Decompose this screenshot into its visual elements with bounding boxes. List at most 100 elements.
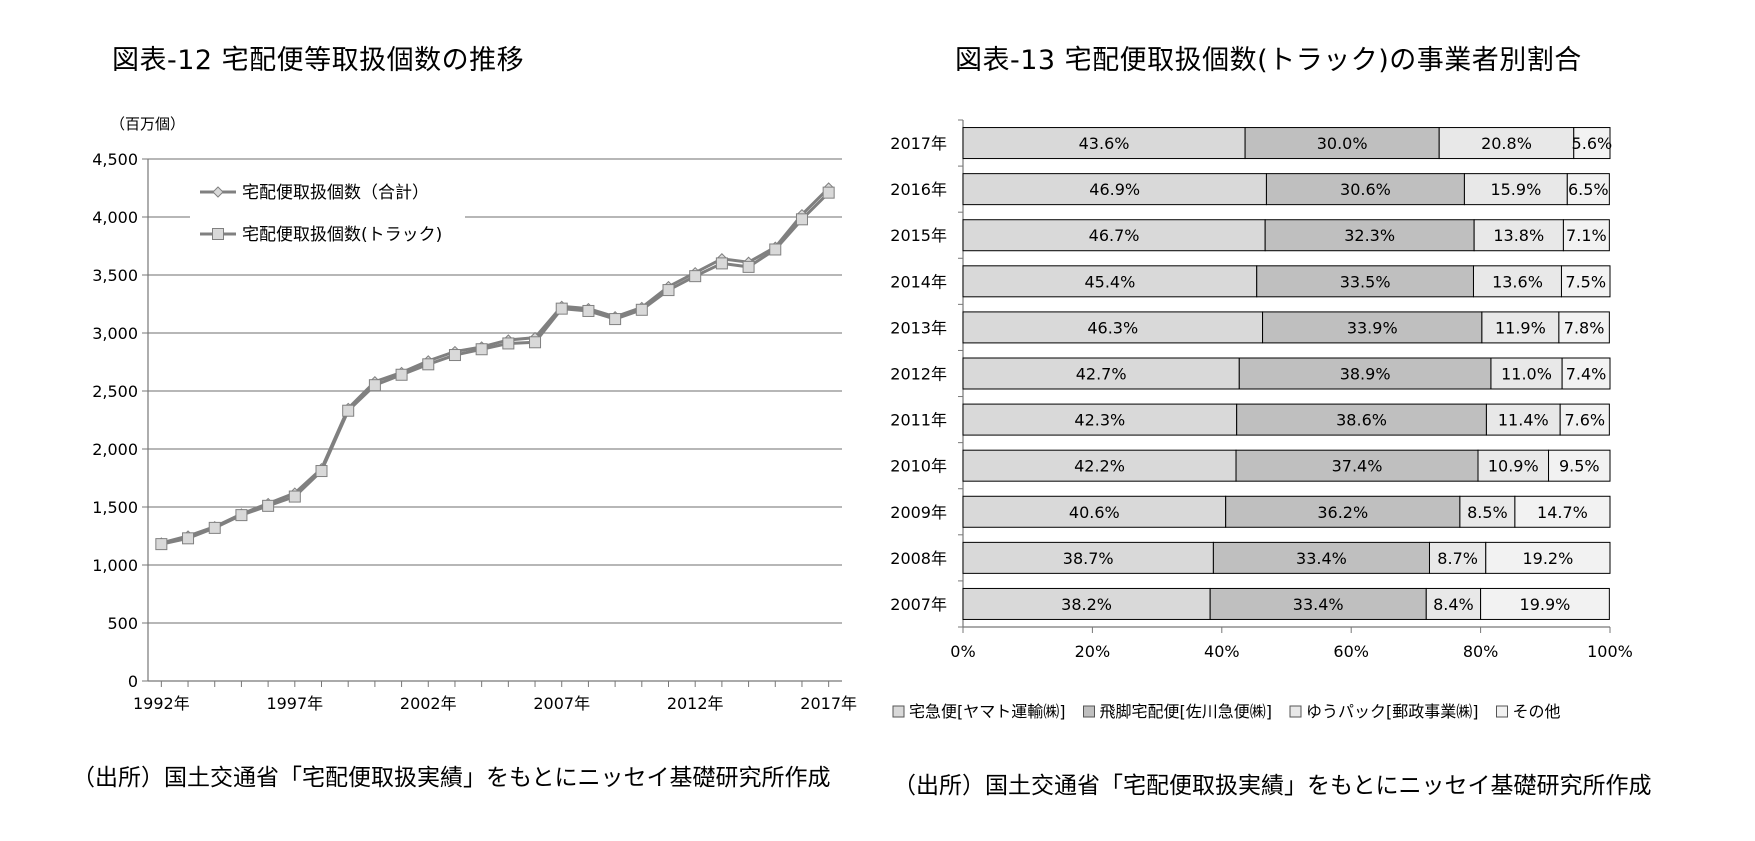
x-tick-label: 2012年 — [667, 694, 724, 713]
data-label: 33.9% — [1347, 318, 1398, 337]
x-tick-label: 20% — [1075, 642, 1111, 661]
point-truck — [395, 368, 408, 381]
data-label: 42.2% — [1074, 457, 1125, 476]
left-source-note: （出所）国土交通省「宅配便取扱実績」をもとにニッセイ基礎研究所作成 — [72, 765, 831, 791]
point-truck — [342, 404, 355, 417]
point-truck — [448, 349, 461, 362]
category-label: 2017年 — [890, 134, 947, 153]
bar-segment — [1265, 173, 1465, 206]
data-label: 32.3% — [1344, 226, 1395, 245]
point-truck — [315, 465, 328, 478]
category-label: 2010年 — [890, 457, 947, 476]
data-label: 11.4% — [1498, 411, 1549, 430]
legend-swatch — [1289, 705, 1302, 718]
data-label: 30.0% — [1317, 134, 1368, 153]
data-label: 11.0% — [1501, 365, 1552, 384]
data-label: 7.6% — [1564, 411, 1605, 430]
point-truck — [502, 337, 515, 350]
point-truck — [182, 532, 195, 545]
data-label: 40.6% — [1069, 503, 1120, 522]
y-tick-label: 1,000 — [92, 556, 138, 575]
bar-segment — [1473, 219, 1564, 252]
bar-segment — [1472, 265, 1562, 298]
data-label: 38.2% — [1061, 595, 1112, 614]
point-truck — [715, 257, 728, 270]
bar-segment — [1238, 357, 1492, 390]
y-tick-label: 3,500 — [92, 266, 138, 285]
bar-segment — [962, 403, 1238, 436]
bar-segment — [1225, 495, 1461, 528]
right-chart-title: 図表-13 宅配便取扱個数(トラック)の事業者別割合 — [955, 45, 1582, 76]
point-truck — [662, 284, 675, 297]
point-truck — [235, 509, 248, 522]
legend-label: 宅急便[ヤマト運輸㈱] — [909, 702, 1066, 721]
legend-marker-total — [212, 186, 224, 198]
category-label: 2015年 — [890, 226, 947, 245]
point-truck — [582, 304, 595, 317]
data-label: 5.6% — [1572, 134, 1613, 153]
x-tick-label: 100% — [1587, 642, 1633, 661]
bar-segment — [1209, 587, 1427, 620]
legend-swatch — [1083, 705, 1095, 718]
bar-segment — [1438, 127, 1575, 160]
left-chart-title: 図表-12 宅配便等取扱個数の推移 — [112, 45, 525, 76]
x-tick-label: 2017年 — [800, 694, 857, 713]
bar-segment — [962, 449, 1237, 482]
bar-segment — [1561, 357, 1611, 390]
bar-segment — [962, 127, 1246, 160]
category-label: 2009年 — [890, 503, 947, 522]
y-tick-label: 2,000 — [92, 440, 138, 459]
point-truck — [555, 302, 568, 315]
bar-segment — [962, 311, 1264, 344]
category-label: 2016年 — [890, 180, 947, 199]
legend-label-total: 宅配便取扱個数（合計） — [242, 183, 429, 203]
bar-segment — [962, 357, 1240, 390]
data-label: 7.1% — [1566, 226, 1607, 245]
data-label: 46.7% — [1089, 226, 1140, 245]
point-truck — [475, 343, 488, 356]
y-unit-label: （百万個） — [110, 115, 185, 133]
bar-segment — [1481, 311, 1560, 344]
bar-segment — [1262, 311, 1483, 344]
bar-segment — [1485, 541, 1611, 574]
line-chart: （百万個） 0 500 1,000 1,500 2,000 2,500 3,000 3,500 4… — [92, 115, 857, 713]
point-truck — [769, 243, 782, 256]
category-label: 2014年 — [890, 272, 947, 291]
bar-segment — [1236, 403, 1487, 436]
legend-label-truck: 宅配便取扱個数(トラック) — [242, 225, 442, 245]
bar-segment — [1559, 403, 1610, 436]
data-label: 38.7% — [1063, 549, 1114, 568]
data-label: 7.4% — [1566, 365, 1607, 384]
data-label: 13.6% — [1492, 272, 1543, 291]
bar-segment — [1558, 311, 1610, 344]
y-tick-label: 0 — [128, 672, 138, 691]
x-tick-label: 40% — [1204, 642, 1240, 661]
data-label: 30.6% — [1340, 180, 1391, 199]
bar-segment — [962, 173, 1267, 206]
point-truck — [822, 186, 835, 199]
data-label: 42.3% — [1074, 411, 1125, 430]
data-label: 8.4% — [1433, 595, 1474, 614]
y-tick-label: 1,500 — [92, 498, 138, 517]
data-label: 38.6% — [1336, 411, 1387, 430]
data-label: 9.5% — [1559, 457, 1600, 476]
category-label: 2011年 — [890, 411, 947, 430]
data-label: 6.5% — [1568, 180, 1609, 199]
data-label: 38.9% — [1340, 365, 1391, 384]
x-tick-label: 0% — [950, 642, 975, 661]
bar-segment — [962, 587, 1211, 620]
data-label: 19.9% — [1520, 595, 1571, 614]
legend-marker-truck — [212, 228, 224, 240]
point-truck — [422, 358, 435, 371]
data-label: 46.3% — [1087, 318, 1138, 337]
legend-label: ゆうパック[郵政事業㈱] — [1306, 702, 1479, 721]
legend-swatch — [1496, 705, 1508, 718]
point-truck — [262, 499, 275, 512]
data-label: 20.8% — [1481, 134, 1532, 153]
point-truck — [155, 538, 168, 551]
legend-swatch — [892, 705, 905, 718]
data-label: 14.7% — [1537, 503, 1588, 522]
data-label: 42.7% — [1076, 365, 1127, 384]
bar-segment — [1573, 127, 1611, 160]
